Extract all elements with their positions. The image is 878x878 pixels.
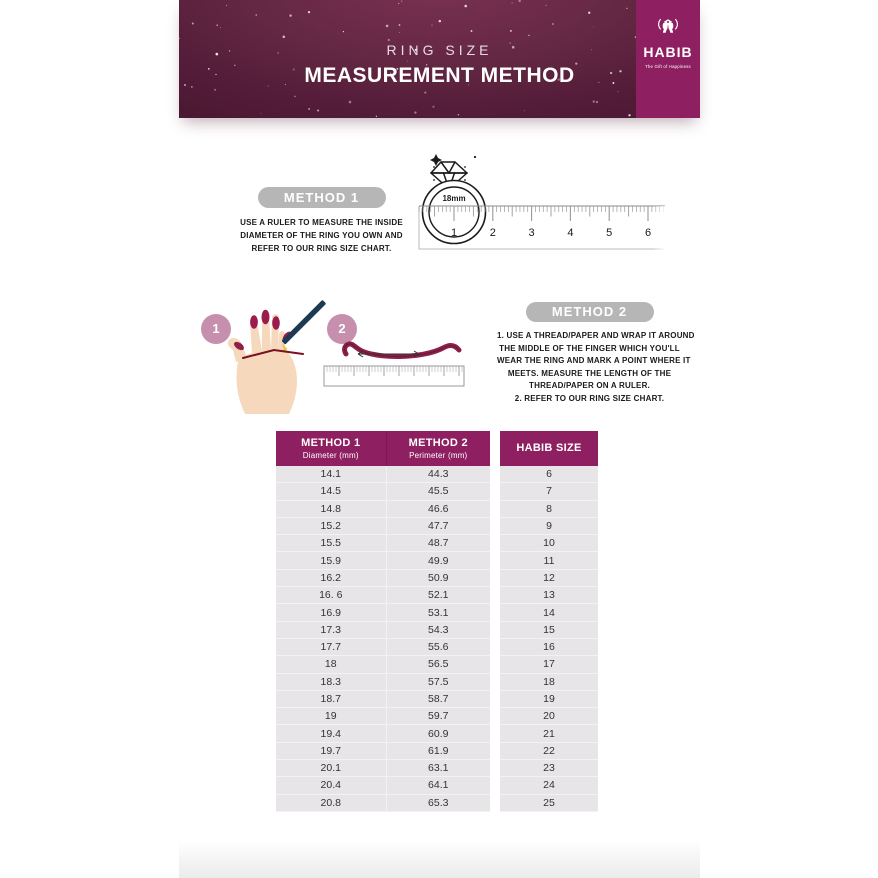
svg-text:3: 3: [529, 227, 535, 239]
svg-text:4: 4: [567, 227, 573, 239]
svg-text:1: 1: [451, 227, 457, 239]
svg-text:2: 2: [490, 227, 496, 239]
svg-text:6: 6: [645, 227, 651, 239]
svg-text:5: 5: [606, 227, 612, 239]
svg-text:18mm: 18mm: [442, 194, 465, 203]
